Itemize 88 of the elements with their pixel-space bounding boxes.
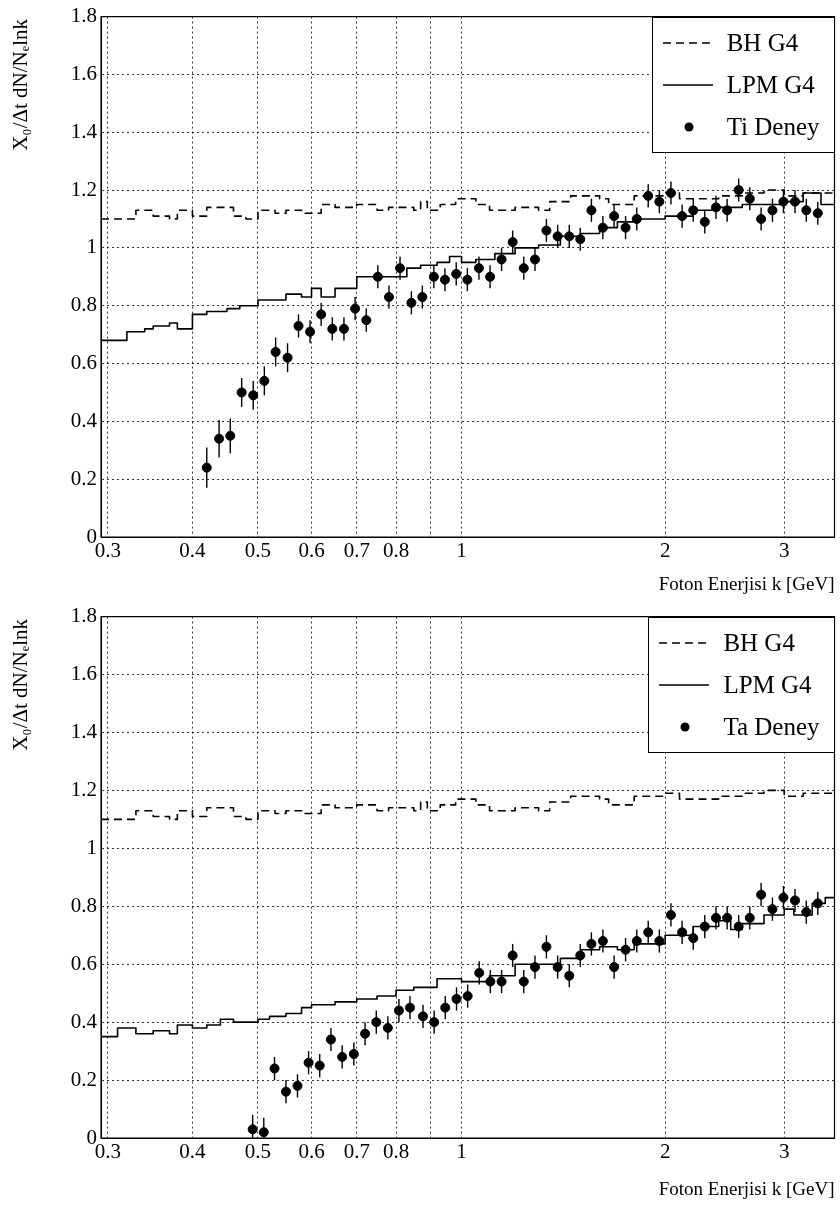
point bbox=[564, 970, 575, 981]
point bbox=[451, 993, 462, 1004]
y-axis-title: X₀/Δt dN/Nₑlnk bbox=[8, 18, 33, 151]
point bbox=[654, 196, 665, 207]
legend-label: Ti Deney bbox=[726, 112, 820, 141]
point bbox=[541, 225, 552, 236]
x-tick-label: 1 bbox=[456, 538, 467, 563]
point bbox=[767, 205, 778, 216]
point bbox=[259, 375, 270, 386]
point bbox=[474, 967, 485, 978]
y-tick-label: 1.4 bbox=[70, 118, 98, 143]
point bbox=[225, 430, 236, 441]
legend-label: LPM G4 bbox=[726, 70, 815, 99]
point bbox=[292, 1080, 303, 1091]
point bbox=[699, 216, 710, 227]
point bbox=[733, 185, 744, 196]
x-tick-label: 0.6 bbox=[298, 1139, 325, 1164]
x-tick-label: 3 bbox=[778, 1139, 790, 1164]
y-tick-label: 1.8 bbox=[70, 603, 97, 628]
x-tick-label: 0.5 bbox=[244, 538, 272, 563]
y-tick-label: 0.6 bbox=[70, 950, 97, 975]
y-tick-label: 0.2 bbox=[70, 465, 97, 490]
x-tick-label: 0.7 bbox=[343, 538, 370, 563]
x-axis-title: Foton Enerjisi k [GeV] bbox=[658, 1177, 835, 1199]
y-tick-label: 1.6 bbox=[70, 60, 97, 85]
x-axis-title: Foton Enerjisi k [GeV] bbox=[658, 572, 835, 594]
x-tick-label: 2 bbox=[659, 538, 671, 563]
x-tick-label: 0.5 bbox=[244, 1139, 272, 1164]
point bbox=[462, 991, 473, 1002]
y-tick-label: 1.8 bbox=[70, 3, 97, 28]
legend-label: Ta Deney bbox=[723, 712, 820, 741]
point bbox=[778, 892, 789, 903]
point bbox=[258, 1127, 269, 1138]
point bbox=[496, 254, 507, 265]
y-tick-label: 1 bbox=[86, 234, 97, 259]
y-axis-title: X₀/Δt dN/Nₑlnk bbox=[8, 618, 33, 751]
x-tick-label: 0.4 bbox=[179, 1139, 207, 1164]
y-tick-label: 1.6 bbox=[70, 661, 97, 686]
point bbox=[801, 205, 812, 216]
legend-label: LPM G4 bbox=[723, 670, 812, 699]
point bbox=[767, 904, 778, 915]
point bbox=[327, 323, 338, 334]
point bbox=[417, 292, 428, 303]
point bbox=[236, 387, 247, 398]
point bbox=[361, 315, 372, 326]
x-tick-label: 0.7 bbox=[343, 1139, 370, 1164]
y-tick-label: 0.6 bbox=[70, 350, 97, 375]
x-tick-label: 0.4 bbox=[179, 538, 207, 563]
x-tick-label: 0.8 bbox=[382, 1139, 410, 1164]
point bbox=[270, 346, 281, 357]
x-tick-label: 2 bbox=[659, 1139, 671, 1164]
point bbox=[586, 205, 597, 216]
x-tick-label: 0.8 bbox=[382, 538, 410, 563]
y-tick-label: 0.8 bbox=[70, 892, 97, 917]
point bbox=[451, 268, 462, 279]
y-tick-label: 0.2 bbox=[70, 1066, 97, 1091]
point bbox=[586, 938, 597, 949]
point bbox=[643, 927, 654, 938]
point bbox=[201, 462, 212, 473]
point bbox=[462, 274, 473, 285]
y-tick-label: 0.4 bbox=[70, 407, 98, 432]
point bbox=[744, 912, 755, 923]
point bbox=[812, 208, 823, 219]
x-tick-label: 3 bbox=[778, 538, 790, 563]
y-tick-label: 0.8 bbox=[70, 292, 97, 317]
y-tick-label: 1 bbox=[86, 834, 97, 859]
point bbox=[248, 390, 259, 401]
legend-label: BH G4 bbox=[726, 28, 799, 57]
point bbox=[247, 1124, 258, 1135]
point bbox=[303, 1057, 314, 1068]
x-tick-label: 1 bbox=[456, 1139, 467, 1164]
y-tick-label: 1.2 bbox=[70, 176, 97, 201]
point bbox=[496, 976, 507, 987]
x-tick-label: 0.6 bbox=[298, 538, 325, 563]
point bbox=[269, 1063, 280, 1074]
y-tick-label: 0.4 bbox=[70, 1008, 98, 1033]
point bbox=[620, 222, 631, 233]
point bbox=[518, 263, 529, 274]
point bbox=[507, 237, 518, 248]
point bbox=[744, 193, 755, 204]
point bbox=[371, 1017, 382, 1028]
y-tick-label: 1.2 bbox=[70, 776, 97, 801]
y-tick-label: 1.4 bbox=[70, 718, 98, 743]
point bbox=[440, 1002, 451, 1013]
point bbox=[406, 297, 417, 308]
point bbox=[293, 320, 304, 331]
legend-label: BH G4 bbox=[723, 628, 795, 657]
point bbox=[282, 352, 293, 363]
